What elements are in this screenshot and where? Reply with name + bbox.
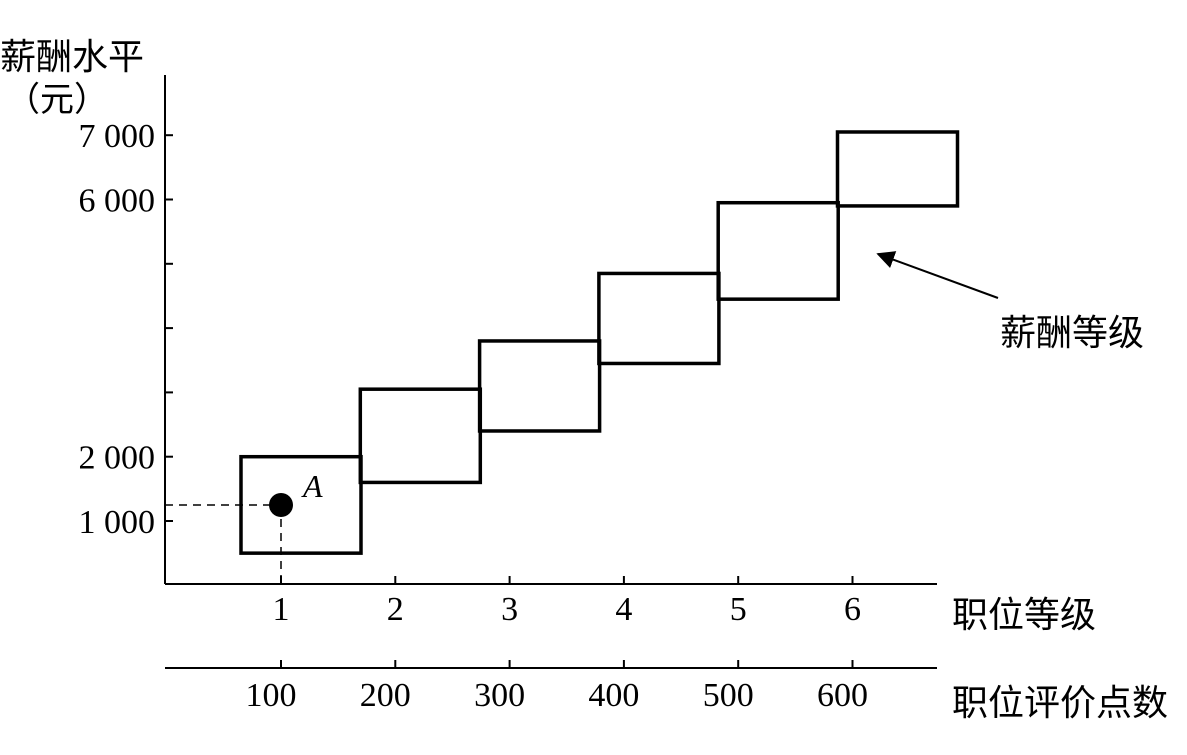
annotation-arrow [876, 251, 999, 299]
x2-tick-label: 600 [817, 677, 868, 714]
salary-band-4 [597, 271, 721, 366]
y-tick-label: 2 000 [79, 440, 156, 477]
y-axis-unit: （元） [6, 80, 108, 120]
axes: 1 000 2 000 6 000 7 000 1 2 3 4 5 6 100 200 300 400 50… [79, 75, 937, 714]
salary-band-3 [477, 339, 602, 433]
annotation-group [876, 251, 999, 299]
x2-tick-label: 500 [703, 677, 754, 714]
point-a-label: A [301, 468, 323, 504]
y-tick-label: 1 000 [79, 504, 156, 541]
salary-band-2 [358, 387, 483, 485]
salary-band-6 [835, 130, 960, 208]
y-tick-label: 6 000 [79, 183, 156, 220]
x-tick-label: 1 [273, 591, 290, 628]
y-axis-title: 薪酬水平 [0, 37, 145, 78]
x2-tick-label: 400 [588, 677, 639, 714]
x-tick-label: 4 [615, 591, 632, 628]
x2-tick-label: 200 [360, 677, 411, 714]
x-tick-label: 3 [501, 591, 518, 628]
salary-band-annotation: 薪酬等级 [1000, 313, 1145, 354]
salary-bands [239, 130, 960, 555]
x-tick-label: 6 [844, 591, 861, 628]
y-tick-label: 7 000 [79, 118, 156, 155]
point-a [269, 493, 293, 517]
x2-tick-label: 100 [246, 677, 297, 714]
x2-tick-label: 300 [474, 677, 525, 714]
salary-band-5 [716, 200, 840, 301]
x-axis-title: 职位等级 [952, 595, 1097, 636]
x-tick-label: 5 [730, 591, 747, 628]
x2-axis-title: 职位评价点数 [952, 683, 1169, 724]
salary-band-1 [239, 454, 363, 555]
point-a-group: A [165, 468, 323, 584]
x-tick-label: 2 [387, 591, 404, 628]
